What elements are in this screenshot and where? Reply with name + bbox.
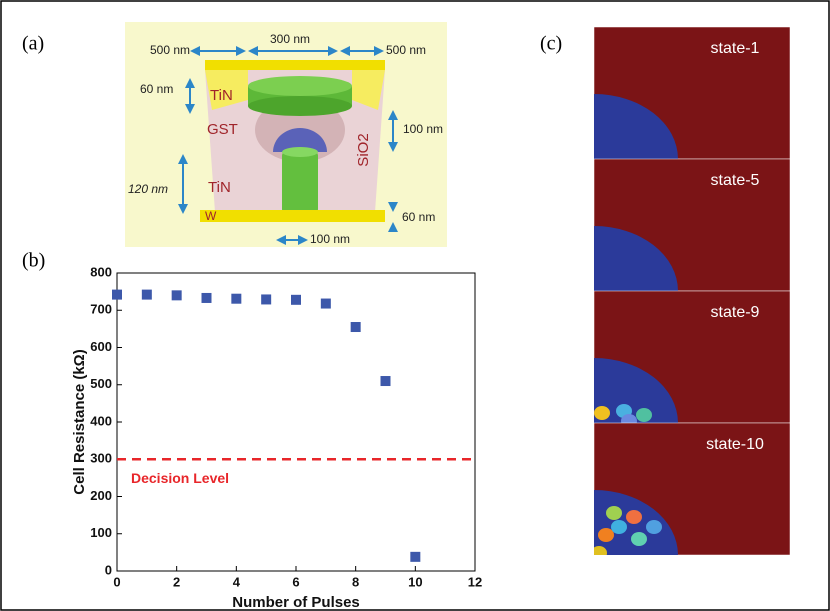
crystal-grain [631, 532, 647, 546]
dimension-label: 120 nm [128, 182, 168, 196]
dimension-label: 100 nm [310, 232, 350, 246]
state-maps: state-1 state-5 state-9 state-10 [591, 27, 790, 560]
x-tick-label: 6 [292, 574, 299, 589]
panel-label: (c) [540, 33, 562, 55]
dimension-label: 60 nm [140, 82, 173, 96]
x-axis-label: Number of Pulses [232, 594, 360, 611]
crystal-grain [591, 546, 607, 560]
state-label: state-1 [711, 40, 760, 57]
y-tick-label: 600 [90, 339, 112, 354]
crystal-grain [636, 408, 652, 422]
y-tick-label: 700 [90, 302, 112, 317]
marker [112, 290, 122, 300]
x-tick-label: 4 [233, 574, 241, 589]
crystal-grain [606, 506, 622, 520]
material-label: TiN [210, 87, 233, 104]
marker [321, 299, 331, 309]
x-tick-label: 0 [113, 574, 120, 589]
material-label: SiO2 [355, 133, 372, 166]
state-label: state-10 [706, 436, 764, 453]
dimension-label: 500 nm [386, 43, 426, 57]
marker [172, 290, 182, 300]
panel-label: (b) [22, 250, 45, 272]
decision-label: Decision Level [131, 470, 229, 486]
y-axis-label: Cell Resistance (kΩ) [71, 349, 88, 494]
y-tick-label: 200 [90, 488, 112, 503]
marker [381, 376, 391, 386]
dimension-label: 100 nm [403, 122, 443, 136]
dimension-label: 60 nm [402, 210, 435, 224]
x-tick-label: 12 [468, 574, 482, 589]
crystal-grain [646, 520, 662, 534]
y-tick-label: 0 [105, 562, 112, 577]
state-label: state-9 [711, 304, 760, 321]
y-tick-label: 400 [90, 413, 112, 428]
y-tick-label: 500 [90, 376, 112, 391]
marker [410, 552, 420, 562]
state-label: state-5 [711, 172, 760, 189]
marker [142, 290, 152, 300]
dimension-label: 300 nm [270, 32, 310, 46]
x-tick-label: 8 [352, 574, 359, 589]
marker [261, 294, 271, 304]
y-tick-label: 100 [90, 525, 112, 540]
marker [231, 294, 241, 304]
y-tick-label: 300 [90, 451, 112, 466]
marker [291, 295, 301, 305]
crystal-grain [626, 510, 642, 524]
y-tick-label: 800 [90, 264, 112, 279]
crystal-grain [598, 528, 614, 542]
crystal-grain [594, 406, 610, 420]
material-label: TiN [208, 179, 231, 196]
marker [202, 293, 212, 303]
device-diagram: 500 nm 300 nm 500 nm 60 nm TiN GST 100 n… [125, 22, 447, 247]
x-tick-label: 10 [408, 574, 422, 589]
dimension-label: 500 nm [150, 43, 190, 57]
x-tick-label: 2 [173, 574, 180, 589]
marker [351, 322, 361, 332]
chart: Number of Pulses Cell Resistance (kΩ) 0 2… [71, 264, 482, 611]
material-label: GST [207, 121, 238, 138]
material-label: W [205, 209, 217, 223]
panel-label: (a) [22, 33, 44, 55]
crystal-grain [611, 520, 627, 534]
figure: (a) (b) (c) 500 nm 300 nm 500 nm 60 nm T… [0, 0, 830, 611]
